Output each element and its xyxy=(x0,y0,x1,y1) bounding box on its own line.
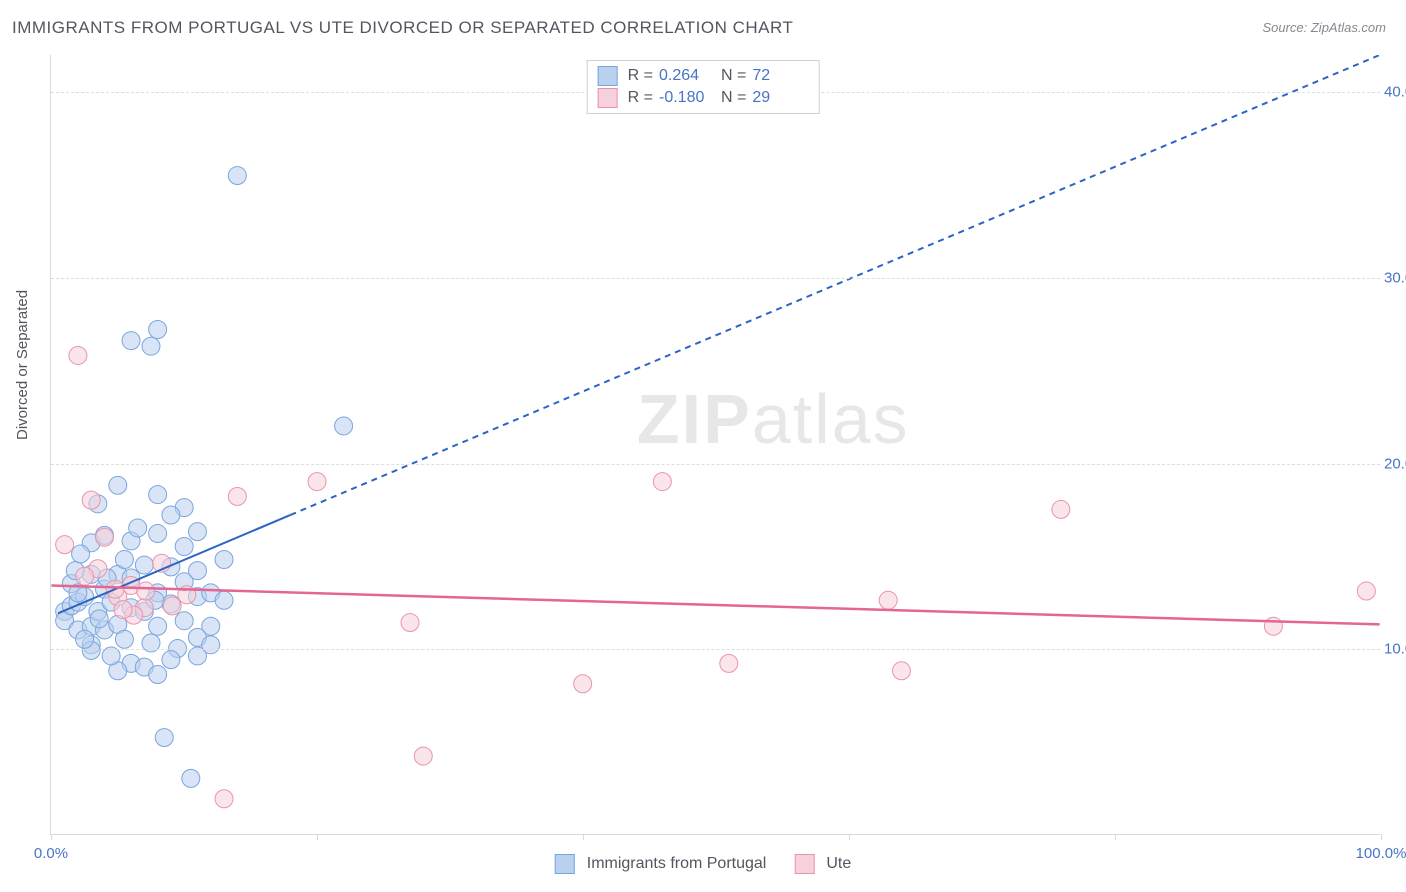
series-legend: Immigrants from Portugal Ute xyxy=(555,854,852,874)
legend-row-portugal: R = 0.264 N = 72 xyxy=(598,65,809,87)
r-key: R = xyxy=(628,67,653,85)
n-val-ute: 29 xyxy=(752,89,808,107)
r-key: R = xyxy=(628,89,653,107)
y-axis-label: Divorced or Separated xyxy=(14,290,31,440)
n-val-portugal: 72 xyxy=(752,67,808,85)
y-tick-label: 40.0% xyxy=(1384,84,1406,101)
x-tick xyxy=(51,834,52,840)
swatch-ute xyxy=(598,88,618,108)
x-tick xyxy=(1115,834,1116,840)
x-tick xyxy=(583,834,584,840)
y-tick-label: 30.0% xyxy=(1384,269,1406,286)
source-name: ZipAtlas.com xyxy=(1311,20,1386,35)
x-tick-label: 0.0% xyxy=(34,845,68,862)
source-attribution: Source: ZipAtlas.com xyxy=(1262,20,1386,35)
gridline xyxy=(51,649,1380,650)
legend-row-ute: R = -0.180 N = 29 xyxy=(598,87,809,109)
legend-label-portugal: Immigrants from Portugal xyxy=(587,855,767,873)
x-tick-label: 100.0% xyxy=(1356,845,1406,862)
correlation-legend: R = 0.264 N = 72 R = -0.180 N = 29 xyxy=(587,60,820,114)
source-label: Source: xyxy=(1262,20,1310,35)
scatter-plot-area: 10.0%20.0%30.0%40.0%0.0%100.0% xyxy=(50,55,1380,835)
legend-item-ute: Ute xyxy=(794,854,851,874)
legend-label-ute: Ute xyxy=(826,855,851,873)
y-tick-label: 20.0% xyxy=(1384,455,1406,472)
swatch-portugal-bottom xyxy=(555,854,575,874)
plot-svg xyxy=(51,55,1380,834)
swatch-ute-bottom xyxy=(794,854,814,874)
x-tick xyxy=(849,834,850,840)
x-tick xyxy=(317,834,318,840)
chart-title: IMMIGRANTS FROM PORTUGAL VS UTE DIVORCED… xyxy=(12,18,793,38)
gridline xyxy=(51,278,1380,279)
r-val-portugal: 0.264 xyxy=(659,67,715,85)
n-key: N = xyxy=(721,67,746,85)
y-tick-label: 10.0% xyxy=(1384,641,1406,658)
gridline xyxy=(51,464,1380,465)
x-tick xyxy=(1381,834,1382,840)
r-val-ute: -0.180 xyxy=(659,89,715,107)
legend-item-portugal: Immigrants from Portugal xyxy=(555,854,767,874)
swatch-portugal xyxy=(598,66,618,86)
n-key: N = xyxy=(721,89,746,107)
